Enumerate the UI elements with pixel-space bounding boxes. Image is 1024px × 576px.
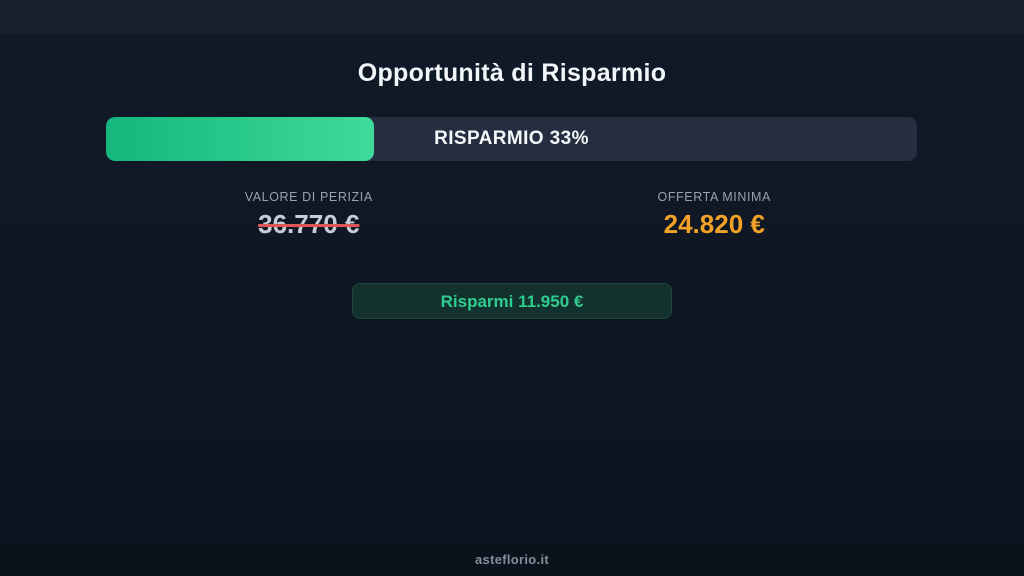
stats-row: VALORE DI PERIZIA 36.770 € OFFERTA MINIM…	[106, 190, 917, 240]
top-bar	[0, 0, 1024, 33]
minimum-offer-value: 24.820 €	[663, 209, 765, 239]
footer-site-label: asteflorio.it	[475, 551, 549, 567]
appraisal-label: VALORE DI PERIZIA	[244, 190, 373, 204]
savings-badge: Risparmi 11.950 €	[352, 283, 672, 319]
footer: asteflorio.it	[0, 542, 1024, 576]
appraisal-value: 36.770 €	[258, 209, 360, 239]
page-title: Opportunità di Risparmio	[357, 59, 667, 87]
appraisal-stat: VALORE DI PERIZIA 36.770 €	[106, 190, 512, 240]
minimum-offer-label: OFFERTA MINIMA	[657, 190, 771, 204]
content-area: RISPARMIO 33% VALORE DI PERIZIA 36.770 €…	[106, 117, 917, 240]
progress-label: RISPARMIO 33%	[434, 128, 589, 149]
minimum-offer-stat: OFFERTA MINIMA 24.820 €	[512, 190, 918, 240]
savings-progress-bar	[106, 117, 917, 161]
progress-fill	[106, 117, 374, 161]
